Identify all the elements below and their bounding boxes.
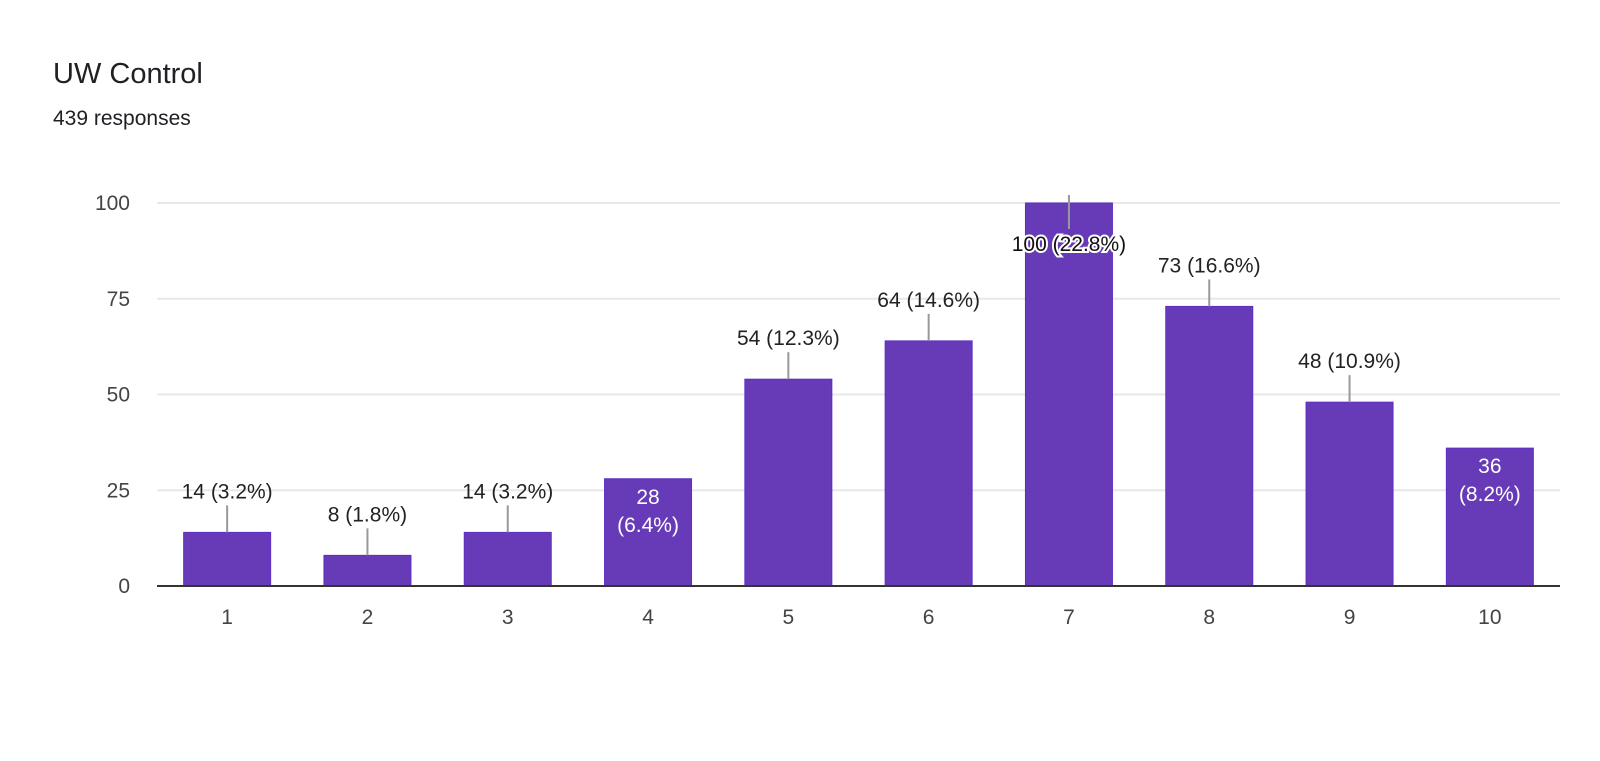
data-label-count: 36 [1478, 455, 1501, 478]
bar [323, 554, 412, 587]
bar [604, 478, 693, 587]
y-tick-label: 100 [95, 192, 130, 215]
data-label: 14 (3.2%) [182, 480, 273, 503]
bar [463, 531, 552, 587]
x-tick-label: 1 [221, 606, 233, 629]
bar [884, 340, 973, 587]
chart-title: UW Control [53, 58, 203, 90]
bar [1024, 202, 1113, 587]
x-tick-label: 4 [642, 606, 654, 629]
data-label: 48 (10.9%) [1298, 350, 1401, 373]
x-tick-label: 7 [1063, 606, 1075, 629]
data-label-percent: (8.2%) [1459, 483, 1521, 506]
data-label: 14 (3.2%) [462, 480, 553, 503]
data-label: 73 (16.6%) [1158, 254, 1261, 277]
y-tick-label: 25 [107, 479, 130, 502]
data-label: 64 (14.6%) [877, 289, 980, 312]
bar [1305, 401, 1394, 587]
x-tick-label: 6 [923, 606, 935, 629]
bar [1445, 447, 1534, 587]
x-tick-label: 10 [1478, 606, 1501, 629]
x-tick-label: 9 [1344, 606, 1356, 629]
y-tick-label: 50 [107, 384, 130, 407]
bar [1165, 305, 1254, 587]
y-tick-label: 0 [118, 575, 130, 598]
data-label-percent: (6.4%) [617, 514, 679, 537]
x-tick-label: 2 [362, 606, 374, 629]
data-label: 54 (12.3%) [737, 327, 840, 350]
response-count: 439 responses [53, 107, 191, 130]
data-label-count: 28 [636, 486, 659, 509]
x-tick-label: 8 [1203, 606, 1215, 629]
bar [744, 378, 833, 587]
x-tick-label: 3 [502, 606, 514, 629]
data-label: 100 (22.8%) [1012, 233, 1126, 256]
data-label: 8 (1.8%) [328, 503, 407, 526]
y-tick-label: 75 [107, 288, 130, 311]
x-tick-label: 5 [783, 606, 795, 629]
bar [183, 531, 272, 587]
